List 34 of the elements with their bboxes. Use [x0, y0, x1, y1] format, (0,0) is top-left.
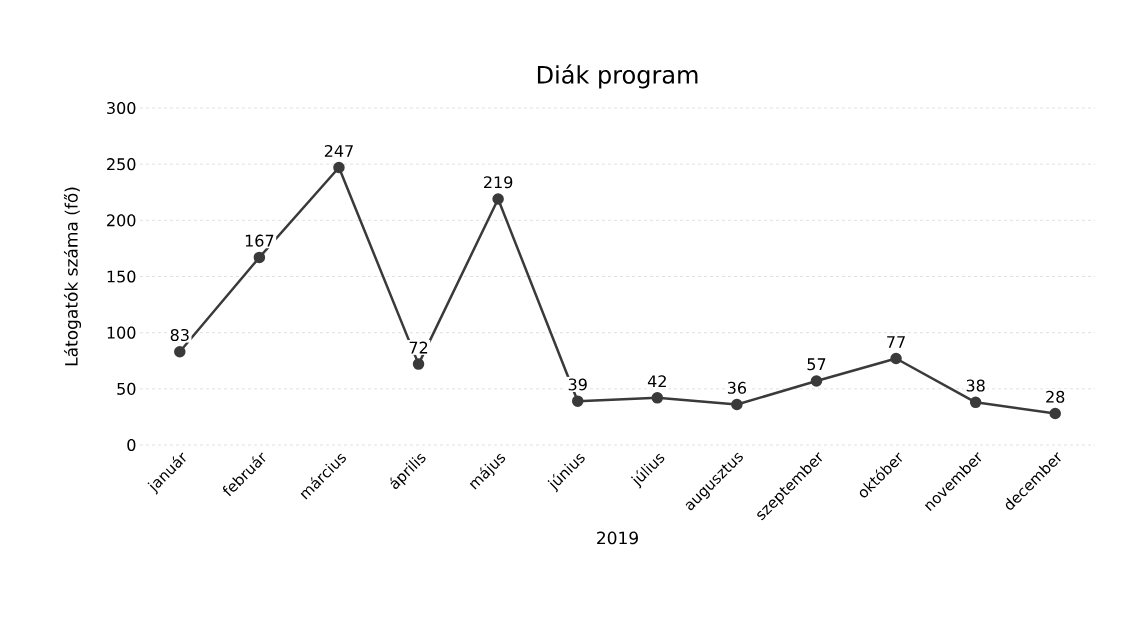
- data-label: 38: [966, 379, 985, 392]
- y-tick-label: 250: [107, 158, 136, 171]
- point: [1049, 407, 1061, 420]
- chart-title: Diák program: [537, 64, 698, 89]
- point: [969, 396, 982, 409]
- data-label: 42: [647, 375, 666, 388]
- data-label: 36: [727, 381, 747, 394]
- x-axis-title: 2019: [597, 531, 638, 545]
- point: [253, 251, 266, 264]
- data-label: 77: [887, 336, 905, 348]
- point: [890, 352, 902, 365]
- data-label: 28: [1046, 390, 1065, 403]
- y-tick-label: 50: [117, 382, 136, 395]
- point: [571, 395, 584, 407]
- data-label: 57: [807, 358, 826, 371]
- point: [651, 392, 664, 404]
- data-label: 72: [409, 341, 428, 354]
- y-tick-label: 300: [107, 101, 136, 115]
- data-label: 167: [245, 234, 274, 247]
- point: [333, 161, 345, 174]
- y-tick-label: 0: [127, 438, 136, 452]
- point: [174, 346, 186, 358]
- data-label: 83: [170, 328, 189, 342]
- point: [810, 375, 823, 387]
- data-label: 39: [568, 378, 587, 391]
- data-label: 247: [324, 144, 353, 157]
- point: [412, 358, 425, 370]
- data-label: 219: [484, 176, 513, 189]
- y-tick-label: 100: [107, 326, 136, 339]
- y-tick-label: 200: [107, 214, 136, 227]
- y-tick-label: 150: [107, 270, 136, 283]
- y-axis-title: Látogatók száma (fő): [63, 187, 82, 366]
- point: [492, 193, 504, 205]
- point: [731, 398, 743, 411]
